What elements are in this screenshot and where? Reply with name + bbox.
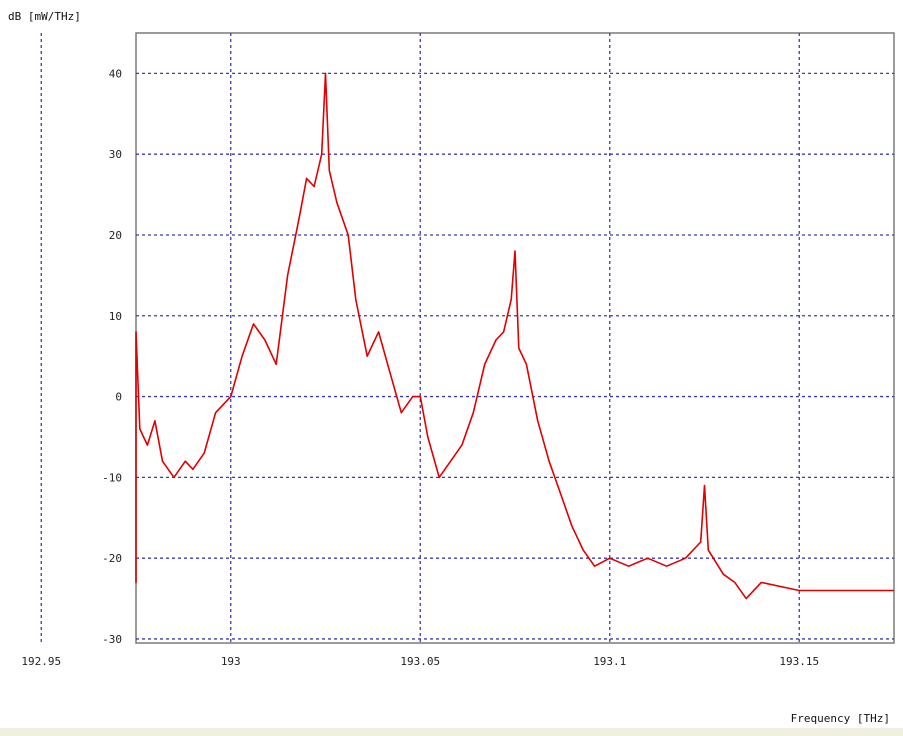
x-axis-label: Frequency [THz]: [791, 712, 890, 725]
y-tick-label: 30: [109, 148, 122, 161]
status-bar: [0, 728, 903, 736]
y-tick-label: -20: [102, 552, 122, 565]
plot-area: [135, 32, 895, 644]
x-tick-label: 193: [221, 655, 241, 668]
y-axis-label: dB [mW/THz]: [8, 10, 81, 23]
y-tick-label: 20: [109, 229, 122, 242]
x-tick-labels: 192.95 193 193.05 193.1 193.15: [21, 655, 819, 668]
x-tick-label: 193.1: [593, 655, 626, 668]
grid-lines: [40, 33, 894, 643]
y-tick-labels: -30 -20 -10 0 10 20 30 40: [102, 67, 122, 646]
x-tick-label: 192.95: [21, 655, 61, 668]
y-tick-label: 0: [115, 391, 122, 404]
x-tick-label: 193.05: [400, 655, 440, 668]
y-tick-label: 10: [109, 310, 122, 323]
series-line: [135, 72, 894, 600]
x-tick-label: 193.15: [779, 655, 819, 668]
y-tick-label: 40: [109, 67, 122, 80]
series-lines: [135, 72, 894, 600]
y-tick-label: -10: [102, 471, 122, 484]
y-tick-label: -30: [102, 633, 122, 646]
